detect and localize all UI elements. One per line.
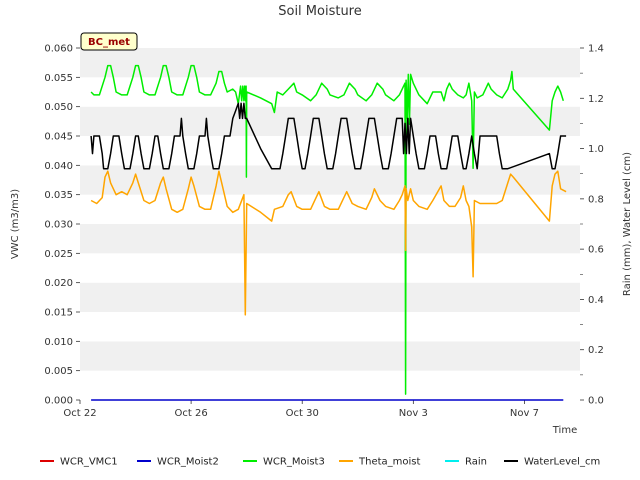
grid-band: [80, 136, 580, 166]
y-right-tick-label: 0.4: [588, 295, 604, 306]
y-left-tick-label: 0.040: [44, 161, 73, 172]
y-left-tick-label: 0.025: [44, 249, 73, 260]
y-left-tick-label: 0.055: [44, 73, 73, 84]
grid-band: [80, 312, 580, 342]
legend-label: WCR_Moist2: [157, 457, 219, 468]
series-line-theta-moist: [90, 170, 567, 316]
y-left-tick-label: 0.035: [44, 190, 73, 201]
badge-label: BC_met: [88, 37, 130, 48]
legend: WCR_VMC1 WCR_Moist2 WCR_Moist3 Theta_moist R…: [40, 457, 600, 468]
y-left-tick-label: 0.020: [44, 278, 73, 289]
legend-label: WaterLevel_cm: [524, 457, 600, 468]
y-left-tick-label: 0.015: [44, 308, 73, 319]
y-left-tick-label: 0.050: [44, 102, 73, 113]
grid-band: [80, 106, 580, 136]
grid-band: [80, 224, 580, 254]
plot-background-bands: [80, 48, 580, 400]
x-tick-label: Oct 26: [175, 408, 208, 419]
y-right-tick-label: 1.0: [588, 144, 604, 155]
chart-title: Soil Moisture: [278, 4, 362, 19]
y-left-tick-label: 0.045: [44, 132, 73, 143]
y-right-tick-label: 1.4: [588, 44, 604, 55]
y-right-tick-label: 0.8: [588, 194, 604, 205]
grid-band: [80, 48, 580, 78]
legend-label: WCR_Moist3: [263, 457, 325, 468]
y-left-tick-label: 0.010: [44, 337, 73, 348]
y-right-tick-label: 0.2: [588, 345, 604, 356]
left-axis-ticks: 0.000 0.005 0.010 0.015 0.020 0.025 0.030 0.035…: [44, 44, 80, 407]
x-tick-label: Nov 7: [510, 408, 539, 419]
grid-band: [80, 253, 580, 283]
x-tick-label: Oct 30: [286, 408, 319, 419]
y-left-tick-label: 0.030: [44, 220, 73, 231]
badge-box: [80, 32, 138, 51]
grid-band: [80, 77, 580, 107]
grid-band: [80, 341, 580, 371]
right-axis-ticks: 0.0 0.2 0.4 0.6 0.8 1.0 1.2 1.4: [580, 44, 604, 407]
y-left-tick-label: 0.060: [44, 44, 73, 55]
x-axis-ticks: Oct 22 Oct 26 Oct 30 Nov 3 Nov 7: [63, 400, 539, 419]
grid-band: [80, 282, 580, 312]
legend-label: Rain: [465, 457, 487, 468]
legend-label: WCR_VMC1: [60, 457, 118, 468]
x-tick-label: Nov 3: [399, 408, 428, 419]
y-right-tick-label: 1.2: [588, 94, 604, 105]
y-axis-left-label: VWC (m3/m3): [10, 189, 21, 259]
y-right-tick-label: 0.6: [588, 245, 604, 256]
legend-label: Theta_moist: [358, 457, 420, 468]
badge: BC_met: [80, 32, 138, 51]
series-line-waterlevel-cm: [90, 102, 567, 170]
series-line-wcr-moist3: [90, 64, 565, 395]
series-lines: [90, 64, 567, 401]
y-left-tick-label: 0.005: [44, 366, 73, 377]
y-right-tick-label: 0.0: [588, 396, 604, 407]
y-axis-right-label: Rain (mm), Water Level (cm): [622, 152, 633, 296]
y-left-tick-label: 0.000: [44, 396, 73, 407]
x-axis-label: Time: [552, 425, 577, 436]
x-tick-label: Oct 22: [63, 408, 96, 419]
grid-band: [80, 370, 580, 400]
